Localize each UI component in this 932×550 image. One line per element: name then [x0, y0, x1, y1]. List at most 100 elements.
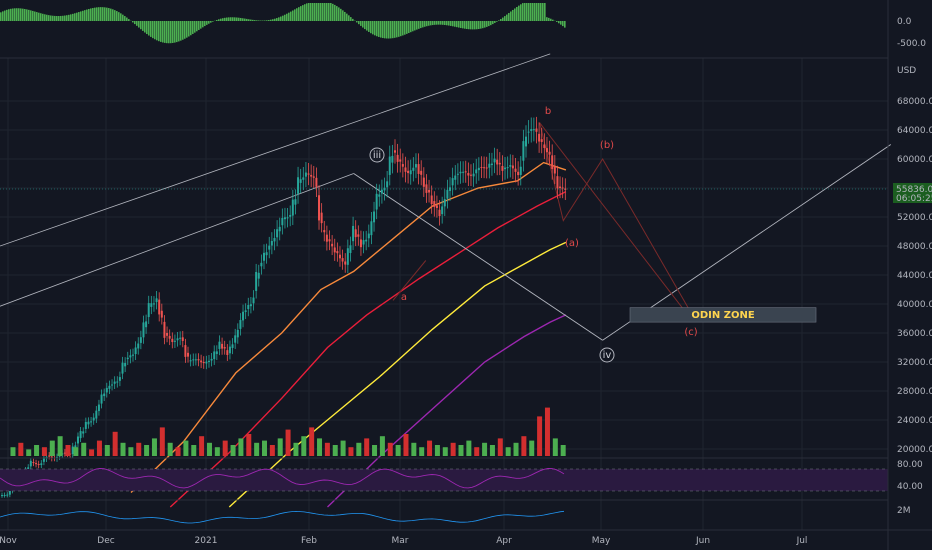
- volume-bars: [10, 407, 566, 456]
- moving-average-line: [327, 314, 567, 508]
- osc-bar: [272, 19, 274, 21]
- osc-bar: [416, 21, 418, 30]
- candle-body: [273, 238, 276, 242]
- candle-body: [215, 351, 218, 355]
- candle-body: [260, 262, 263, 267]
- osc-bar: [516, 7, 518, 21]
- osc-bar: [150, 21, 152, 37]
- volume-bar: [285, 429, 291, 456]
- osc-bar: [334, 4, 336, 21]
- candle-body: [176, 338, 179, 341]
- osc-bar: [4, 10, 6, 21]
- candle-body: [302, 177, 305, 180]
- candle-body: [234, 335, 237, 343]
- price-tick-label: 20000.0: [897, 445, 932, 455]
- price-tick-label: 36000.0: [897, 329, 932, 339]
- osc-bar: [156, 21, 158, 41]
- candle-body: [168, 335, 171, 339]
- candle-body: [297, 177, 300, 194]
- candle-body: [3, 494, 6, 496]
- candle-body: [509, 165, 512, 167]
- osc-bar: [458, 21, 460, 28]
- volume-bar: [120, 442, 126, 456]
- candle-body: [6, 494, 9, 496]
- candle-body: [166, 333, 169, 336]
- candle-body: [506, 167, 509, 169]
- osc-bar: [44, 14, 46, 21]
- candle-body: [299, 179, 302, 183]
- osc-bar: [84, 10, 86, 21]
- osc-bar: [470, 21, 472, 30]
- osc-bar: [180, 21, 182, 41]
- osc-bar: [230, 17, 232, 21]
- candle-body: [428, 189, 431, 193]
- osc-bar: [286, 13, 288, 21]
- osc-bar: [432, 21, 434, 26]
- candle-body: [333, 247, 336, 253]
- candle-body: [42, 457, 45, 462]
- osc-bar: [382, 21, 384, 39]
- osc-bar: [288, 12, 290, 21]
- osc-bar: [222, 18, 224, 21]
- candle-body: [373, 211, 376, 223]
- osc-bar: [86, 9, 88, 21]
- candle-body: [380, 189, 383, 194]
- volume-bar: [466, 440, 472, 456]
- candle-body: [490, 163, 493, 166]
- volume-bar: [214, 447, 220, 456]
- candle-body: [50, 456, 53, 458]
- osc-bar: [396, 21, 398, 38]
- osc-bar: [378, 21, 380, 37]
- osc-bar: [502, 17, 504, 21]
- osc-bar: [122, 14, 124, 21]
- osc-bar: [96, 7, 98, 21]
- osc-bar: [526, 3, 528, 21]
- candle-body: [35, 463, 38, 465]
- volume-bar: [254, 442, 260, 456]
- osc-bar: [68, 14, 70, 21]
- volume-bar: [136, 442, 142, 456]
- candle-body: [213, 351, 216, 360]
- osc-bar: [244, 18, 246, 21]
- osc-bar: [256, 20, 258, 21]
- osc-bar: [388, 21, 390, 39]
- osc-bar: [6, 9, 8, 21]
- candle-body: [116, 381, 119, 383]
- osc-bar: [520, 4, 522, 22]
- osc-bar: [60, 15, 62, 21]
- candle-body: [404, 167, 407, 172]
- odin-zone-box[interactable]: ODIN ZONE: [629, 307, 817, 323]
- candle-body: [163, 321, 166, 338]
- volume-bar: [159, 427, 165, 456]
- osc-bar: [28, 9, 30, 21]
- volume-bar: [246, 434, 252, 456]
- osc-bar: [556, 21, 558, 22]
- osc-bar: [460, 21, 462, 28]
- osc-bar: [42, 13, 44, 21]
- candle-body: [150, 303, 153, 307]
- osc-bar: [408, 21, 410, 34]
- osc-bar: [54, 15, 56, 21]
- time-axis[interactable]: Nov Dec 2021 Feb Mar Apr May Jun Jul: [0, 536, 807, 546]
- osc-bar: [320, 3, 322, 21]
- candle-body: [475, 169, 478, 174]
- osc-bar: [454, 21, 456, 27]
- candle-body: [540, 139, 543, 142]
- osc-bar: [204, 21, 206, 27]
- candle-body: [160, 310, 163, 318]
- candle-body: [121, 362, 124, 374]
- osc-bar: [88, 8, 90, 21]
- volume-bar: [324, 442, 330, 456]
- abc-projection-line: [539, 122, 695, 319]
- osc-bar: [70, 14, 72, 21]
- osc-bar: [274, 18, 276, 21]
- osc-bar: [368, 21, 370, 32]
- candle-body: [417, 164, 420, 174]
- osc-bar: [50, 15, 52, 21]
- candle-body: [493, 158, 496, 163]
- osc-bar: [192, 21, 194, 34]
- volume-bar: [26, 449, 32, 456]
- candle-body: [422, 177, 425, 187]
- osc-bar: [268, 20, 270, 21]
